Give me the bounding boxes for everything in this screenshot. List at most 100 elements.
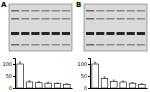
panel: B050100	[76, 1, 148, 91]
blot-band	[106, 32, 114, 35]
blot-band	[96, 10, 104, 12]
error-bar	[94, 62, 96, 64]
error-bar-stem	[113, 80, 114, 81]
blot-band	[86, 44, 94, 46]
blot-band	[11, 18, 19, 20]
bar	[45, 83, 52, 88]
error-bar-stem	[123, 81, 124, 83]
blot	[84, 4, 147, 51]
blot-band	[117, 32, 125, 35]
blot-band	[62, 10, 70, 12]
blot-band	[42, 32, 50, 35]
blot-band	[31, 32, 39, 35]
y-tick-label: 100	[2, 61, 12, 67]
blot-background	[9, 4, 72, 51]
y-tick-mark	[88, 88, 90, 89]
y-tick-label: 50	[81, 73, 87, 79]
y-tick-mark	[88, 64, 90, 65]
blot-background	[84, 4, 147, 51]
panel-label: A	[1, 1, 7, 9]
blot-band	[137, 44, 145, 46]
error-bar-cap	[131, 82, 133, 83]
y-tick: 100	[2, 61, 15, 67]
error-bar	[131, 82, 133, 84]
error-bar-stem	[29, 81, 30, 82]
blot-band	[137, 10, 145, 12]
error-bar-cap	[19, 62, 21, 63]
error-bar	[28, 81, 30, 82]
y-tick: 50	[81, 73, 90, 79]
y-tick-label: 0	[9, 85, 12, 91]
blot-band	[21, 44, 29, 46]
bar	[111, 81, 118, 88]
y-tick-mark	[13, 76, 15, 77]
y-tick-mark	[88, 76, 90, 77]
blot-band	[127, 18, 135, 20]
blot-band	[127, 32, 135, 35]
blot-band	[31, 44, 39, 46]
blot-band	[106, 10, 114, 12]
y-tick: 0	[84, 85, 90, 91]
blot-band	[127, 10, 135, 12]
error-bar-stem	[20, 62, 21, 64]
error-bar-stem	[57, 82, 58, 84]
blot-band	[137, 32, 145, 35]
y-tick-label: 50	[6, 73, 12, 79]
blot-band	[62, 32, 70, 35]
bar	[54, 84, 61, 88]
blot-band	[21, 18, 29, 20]
blot-band	[62, 18, 70, 20]
y-axis: 0 50 100	[2, 59, 15, 92]
blot-band	[117, 44, 125, 46]
error-bar-stem	[132, 82, 133, 84]
bars	[17, 62, 70, 88]
blot-band	[96, 18, 104, 20]
blot-band	[11, 32, 19, 35]
blot-band	[96, 32, 104, 35]
error-bar	[47, 82, 49, 84]
bar	[139, 84, 146, 88]
x-axis-line	[91, 88, 148, 89]
blot-band	[21, 10, 29, 12]
bar	[26, 82, 33, 88]
blot-band	[11, 10, 19, 12]
error-bar	[38, 81, 40, 83]
y-axis-line	[13, 59, 16, 89]
y-tick: 100	[77, 61, 90, 67]
error-bar-cap	[47, 82, 49, 83]
error-bar-cap	[103, 76, 105, 77]
error-bar-stem	[95, 62, 96, 64]
blot-band	[106, 44, 114, 46]
blot-band	[137, 18, 145, 20]
figure: A050100B050100	[0, 0, 150, 92]
panel: A 0 50 100	[1, 1, 73, 91]
blot-band	[52, 44, 60, 46]
error-bar	[113, 80, 115, 81]
x-axis-line	[16, 88, 73, 89]
y-tick: 0	[9, 85, 15, 91]
error-bar-stem	[48, 82, 49, 84]
y-tick-label: 0	[84, 85, 87, 91]
bar	[129, 83, 136, 88]
blot-band	[42, 18, 50, 20]
error-bar-stem	[38, 81, 39, 83]
blot-band	[31, 10, 39, 12]
error-bar-stem	[66, 83, 67, 85]
error-bar	[56, 82, 58, 84]
blot-band	[62, 44, 70, 46]
y-tick-mark	[13, 64, 15, 65]
y-axis-line	[88, 59, 91, 89]
bar	[64, 84, 71, 88]
bar	[36, 83, 43, 88]
blot-band	[96, 44, 104, 46]
blot-band	[86, 32, 94, 35]
blot	[9, 4, 72, 51]
error-bar	[141, 83, 143, 85]
bars	[92, 62, 145, 88]
blot-band	[52, 10, 60, 12]
error-bar-cap	[66, 83, 68, 84]
blot-band	[86, 10, 94, 12]
blot-band	[127, 44, 135, 46]
blot-band	[21, 32, 29, 35]
error-bar-cap	[113, 80, 115, 81]
